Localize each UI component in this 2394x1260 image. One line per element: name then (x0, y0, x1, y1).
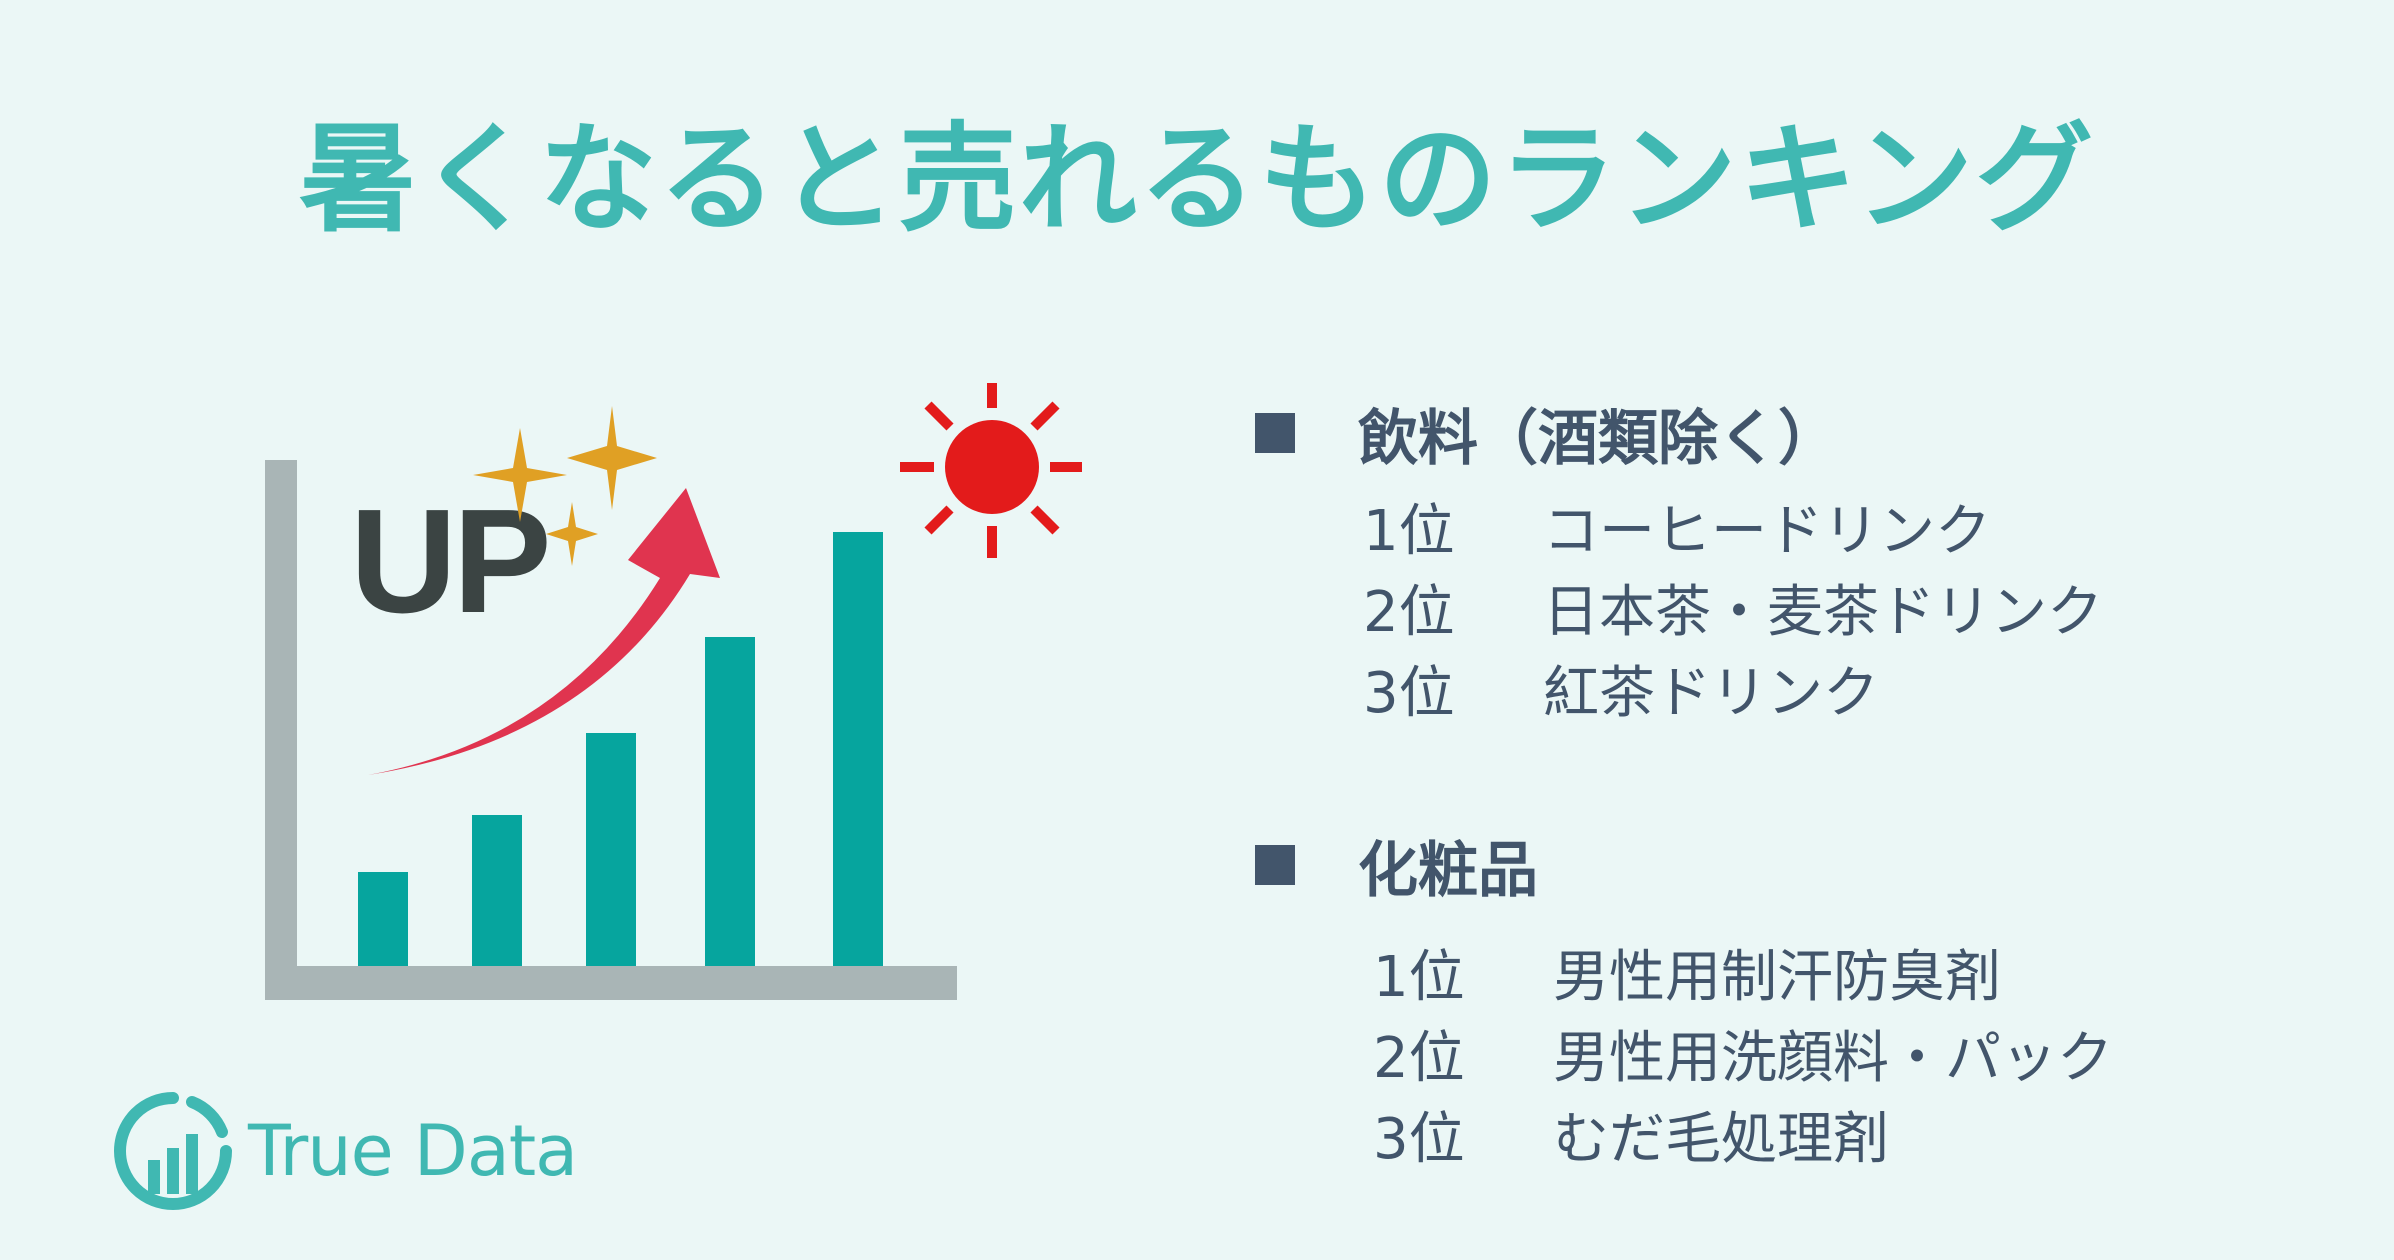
item-name: むだ毛処理剤 (1553, 1107, 1889, 1172)
section-heading: 飲料（酒類除く） (1255, 388, 2103, 478)
rank-label: 3位 (1373, 1107, 1465, 1172)
list-item: 3位 むだ毛処理剤 (1373, 1094, 2113, 1175)
list-item: 2位 男性用洗顔料・パック (1373, 1013, 2113, 1094)
list-item: 2位 日本茶・麦茶ドリンク (1363, 567, 2103, 648)
ranking-section-cosmetics: 化粧品 1位 男性用制汗防臭剤 2位 男性用洗顔料・パック 3位 むだ毛処理剤 (1255, 820, 2113, 1175)
true-data-logo-icon (114, 1092, 232, 1210)
growth-chart-illustration: UP (265, 383, 1082, 1000)
sun-icon (900, 383, 1082, 558)
section-title: 飲料（酒類除く） (1358, 403, 1838, 474)
square-bullet-icon (1255, 413, 1295, 453)
item-name: 男性用制汗防臭剤 (1553, 945, 2001, 1010)
chart-y-axis (265, 460, 297, 1000)
list-item: 1位 コーヒードリンク (1363, 486, 2103, 567)
rank-label: 1位 (1363, 499, 1455, 564)
page-title: 暑くなると売れるものランキング (298, 110, 2096, 248)
rising-arrow-icon (368, 488, 720, 775)
chart-x-axis (265, 966, 957, 1000)
chart-bar (586, 733, 636, 966)
item-name: コーヒードリンク (1543, 499, 1991, 564)
rank-label: 2位 (1373, 1026, 1465, 1091)
ranking-list: 1位 男性用制汗防臭剤 2位 男性用洗顔料・パック 3位 むだ毛処理剤 (1373, 932, 2113, 1175)
sparkle-icon (546, 502, 598, 566)
ranking-list: 1位 コーヒードリンク 2位 日本茶・麦茶ドリンク 3位 紅茶ドリンク (1363, 486, 2103, 729)
square-bullet-icon (1255, 845, 1295, 885)
rank-label: 1位 (1373, 945, 1465, 1010)
sparkle-icon (473, 428, 567, 522)
logo-text: True Data (248, 1110, 578, 1192)
chart-bar (472, 815, 522, 966)
sparkle-icon (567, 406, 657, 510)
list-item: 3位 紅茶ドリンク (1363, 648, 2103, 729)
true-data-logo: True Data (112, 1090, 578, 1212)
item-name: 男性用洗顔料・パック (1553, 1026, 2113, 1091)
ranking-section-drinks: 飲料（酒類除く） 1位 コーヒードリンク 2位 日本茶・麦茶ドリンク 3位 紅茶… (1255, 388, 2103, 729)
item-name: 紅茶ドリンク (1543, 661, 1879, 726)
rank-label: 2位 (1363, 580, 1455, 645)
list-item: 1位 男性用制汗防臭剤 (1373, 932, 2113, 1013)
chart-bar (833, 532, 883, 966)
chart-bar (705, 637, 755, 966)
chart-bar (358, 872, 408, 966)
section-heading: 化粧品 (1255, 820, 2113, 910)
item-name: 日本茶・麦茶ドリンク (1543, 580, 2103, 645)
section-title: 化粧品 (1358, 835, 1538, 906)
rank-label: 3位 (1363, 661, 1455, 726)
